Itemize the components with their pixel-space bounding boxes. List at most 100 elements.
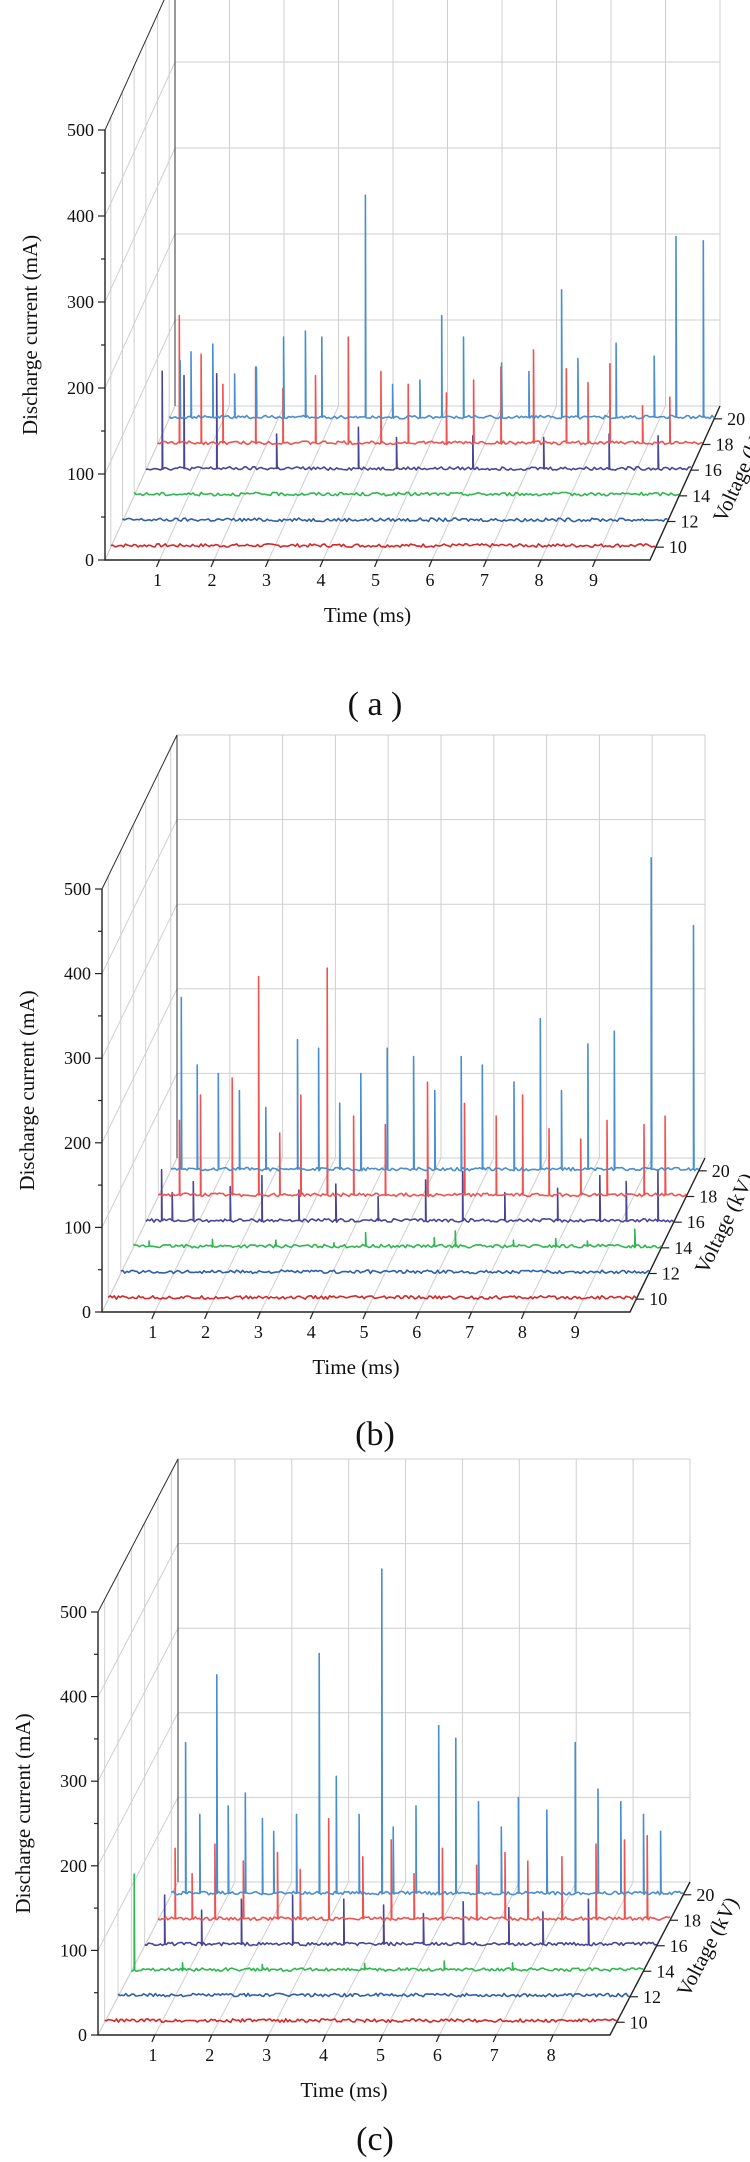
z-axis: 10 12 14 16 18 20 bbox=[655, 409, 745, 557]
z-tick-label: 16 bbox=[687, 1212, 705, 1232]
series-18kV-trace bbox=[158, 967, 687, 1198]
x-tick-label: 4 bbox=[307, 1322, 316, 1342]
x-tick-label: 2 bbox=[208, 570, 217, 590]
axis-lines bbox=[97, 1612, 691, 2036]
z-axis: 10 12 14 16 18 20 bbox=[636, 1161, 730, 1309]
x-tick bbox=[322, 2034, 327, 2043]
y-tick-label: 0 bbox=[85, 550, 94, 570]
grid-line bbox=[154, 1881, 236, 2036]
grid-lines bbox=[97, 1458, 691, 2036]
grid-line bbox=[97, 1797, 179, 1951]
x-axis: 1 2 3 4 5 6 7 8 9 bbox=[153, 559, 598, 590]
x-tick bbox=[468, 1311, 473, 1320]
axes-frame bbox=[97, 1458, 691, 2036]
grid-line bbox=[104, 405, 176, 561]
grid-line bbox=[104, 319, 176, 475]
x-tick bbox=[492, 2034, 497, 2043]
x-axis: 1 2 3 4 5 6 7 8 bbox=[148, 2034, 556, 2065]
y-axis: 0 100 200 300 400 500 bbox=[60, 1602, 98, 2045]
x-tick bbox=[265, 2034, 270, 2043]
grid-line bbox=[540, 405, 612, 561]
grid-lines bbox=[104, 0, 721, 561]
y-tick-label: 500 bbox=[67, 120, 94, 140]
series-12kV-trace bbox=[120, 1269, 650, 1275]
grid-line bbox=[431, 405, 503, 561]
x-tick bbox=[428, 559, 433, 568]
grid-line bbox=[377, 405, 448, 561]
grid-line bbox=[325, 1881, 406, 2036]
grid-line bbox=[495, 1881, 577, 2036]
grid-line bbox=[101, 819, 178, 974]
x-tick bbox=[256, 1311, 261, 1320]
y-tick-label: 400 bbox=[67, 206, 94, 226]
z-tick-label: 14 bbox=[674, 1238, 692, 1258]
grid-line bbox=[595, 405, 666, 561]
x-tick-label: 7 bbox=[465, 1322, 474, 1342]
z-tick-label: 10 bbox=[649, 1289, 667, 1309]
y-axis: 0 100 200 300 400 500 bbox=[64, 879, 102, 1322]
z-tick-label: 20 bbox=[727, 409, 745, 429]
series-group bbox=[110, 194, 715, 549]
x-tick-label: 9 bbox=[589, 570, 598, 590]
z-tick-label: 10 bbox=[630, 2012, 648, 2032]
x-axis: 1 2 3 4 5 6 7 8 9 bbox=[148, 1311, 580, 1342]
x-tick bbox=[204, 1311, 209, 1320]
grid-line bbox=[159, 405, 230, 561]
y-tick-label: 400 bbox=[60, 1687, 87, 1707]
y-tick-label: 400 bbox=[64, 964, 91, 984]
x-tick-label: 8 bbox=[518, 1322, 527, 1342]
series-10kV-trace bbox=[110, 542, 656, 549]
x-tick bbox=[373, 559, 379, 568]
grid-line bbox=[104, 233, 176, 389]
grid-line bbox=[259, 1157, 336, 1313]
grid-line bbox=[101, 903, 178, 1059]
panel-a-caption: ( a ) bbox=[348, 686, 403, 723]
x-tick-label: 1 bbox=[148, 1322, 157, 1342]
series-16kV-trace bbox=[144, 1894, 657, 1947]
grid-line bbox=[211, 1881, 293, 2036]
x-tick-label: 5 bbox=[376, 2045, 385, 2065]
y-axis: 0 100 200 300 400 500 bbox=[67, 120, 105, 570]
grid-line bbox=[523, 1157, 600, 1313]
series-16kV-trace bbox=[145, 1168, 675, 1223]
x-tick-label: 5 bbox=[360, 1322, 369, 1342]
x-tick bbox=[309, 1311, 314, 1320]
x-tick bbox=[549, 2034, 554, 2043]
grid-line bbox=[104, 61, 176, 217]
x-tick bbox=[378, 2034, 383, 2043]
series-14kV-trace bbox=[133, 1228, 662, 1249]
x-tick bbox=[415, 1311, 420, 1320]
z-tick-label: 16 bbox=[670, 1936, 688, 1956]
grid-line bbox=[104, 0, 165, 131]
z-tick-label: 12 bbox=[681, 512, 699, 532]
grid-line bbox=[101, 1073, 178, 1228]
grid-line bbox=[418, 1157, 495, 1313]
x-tick bbox=[319, 559, 324, 568]
y-tick-label: 100 bbox=[60, 1940, 87, 1960]
x-tick bbox=[591, 559, 597, 568]
series-10kV-trace bbox=[104, 2018, 617, 2023]
x-tick bbox=[155, 559, 161, 568]
y-axis-label: Discharge current (mA) bbox=[15, 990, 39, 1190]
x-tick-label: 3 bbox=[254, 1322, 263, 1342]
series-20kV-trace bbox=[170, 856, 700, 1172]
x-tick-label: 8 bbox=[535, 570, 544, 590]
x-tick bbox=[210, 559, 215, 568]
x-tick bbox=[520, 1311, 525, 1320]
grid-line bbox=[101, 1157, 178, 1313]
z-tick-label: 12 bbox=[662, 1264, 680, 1284]
x-tick-label: 1 bbox=[153, 570, 162, 590]
y-tick-label: 100 bbox=[67, 464, 94, 484]
grid-line bbox=[312, 1157, 389, 1313]
x-tick-label: 5 bbox=[371, 570, 380, 590]
x-tick-label: 6 bbox=[426, 570, 435, 590]
y-tick-label: 300 bbox=[60, 1771, 87, 1791]
grid-line bbox=[207, 1157, 284, 1313]
x-tick-label: 7 bbox=[480, 570, 489, 590]
x-tick-label: 3 bbox=[262, 2045, 271, 2065]
x-axis-label: Time (ms) bbox=[312, 1355, 399, 1379]
x-tick bbox=[482, 559, 488, 568]
x-tick bbox=[435, 2034, 440, 2043]
x-tick-label: 8 bbox=[547, 2045, 556, 2065]
